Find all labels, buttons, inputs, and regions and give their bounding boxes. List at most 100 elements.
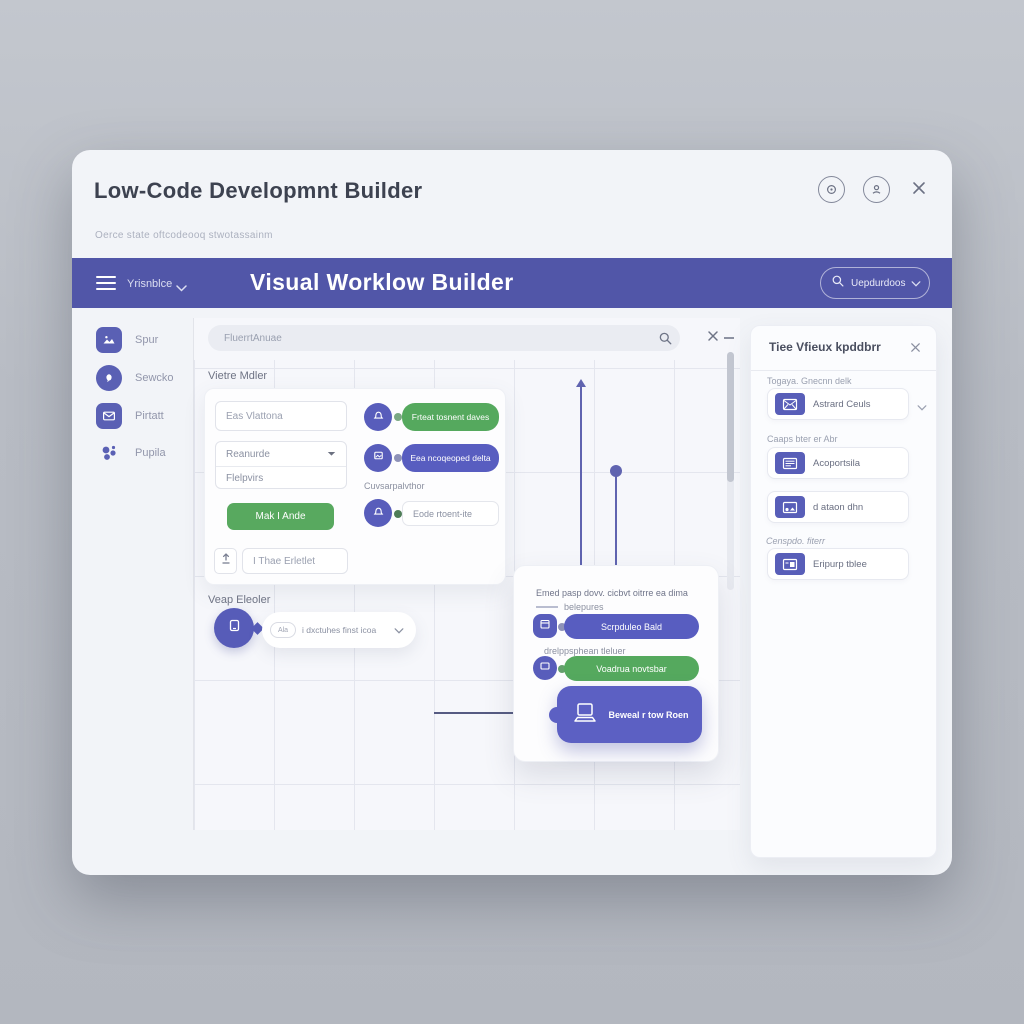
user-icon xyxy=(870,183,883,196)
primary-action-button[interactable]: Mak I Ande xyxy=(227,503,334,530)
panel-item-label: Eripurp tblee xyxy=(813,558,867,570)
scrollbar-thumb[interactable] xyxy=(727,352,734,482)
window-title: Low-Code Developmnt Builder xyxy=(94,178,423,203)
attach-button[interactable] xyxy=(214,548,237,574)
sidebar-item-pupila[interactable]: Pupila xyxy=(96,440,166,466)
page-title: Visual Worklow Builder xyxy=(250,269,514,295)
deploy-button[interactable]: Beweal r tow Roen xyxy=(549,686,702,743)
connector-notch xyxy=(549,707,565,723)
form-node-card: Eas Vlattona Reanurde Flelpvirs Mak I An… xyxy=(204,388,506,585)
dropdown-value: Reanurde xyxy=(226,448,270,460)
dash-icon xyxy=(536,606,558,608)
search-icon[interactable] xyxy=(658,331,673,351)
panel-group-label: Togaya. Gnecnn delk xyxy=(767,376,852,386)
connector-line-vertical xyxy=(610,465,622,567)
window-icon xyxy=(775,553,805,575)
close-window-button[interactable] xyxy=(910,179,930,199)
panel-item-label: d ataon dhn xyxy=(813,501,864,513)
node-group-label: Cuvsarpalvthor xyxy=(364,481,425,491)
node-pill-purple[interactable]: Scrpduleo Bald xyxy=(564,614,699,639)
node-pill-green[interactable]: Frteat tosnent daves xyxy=(402,403,499,431)
laptop-icon xyxy=(570,701,600,729)
panel-title: Tiee Vfieux kpddbrr xyxy=(769,340,881,354)
collapse-icon[interactable] xyxy=(724,337,734,339)
monitor-icon xyxy=(539,659,551,677)
header-search-label: Uepdurdoos xyxy=(851,277,906,289)
text-field[interactable]: Eas Vlattona xyxy=(215,401,347,431)
document-icon xyxy=(775,452,805,474)
window-subtitle: Oerce state oftcodeooq stwotassainm xyxy=(95,230,273,241)
node-pill-green[interactable]: Voadrua novtsbar xyxy=(564,656,699,681)
sidebar-item-label: Pirtatt xyxy=(135,410,164,422)
detail-node-card: Emed pasp dovv. cicbvt oitrre ea dima be… xyxy=(513,565,719,762)
node-note: drelppsphean tleluer xyxy=(544,646,626,656)
panel-item-astrard[interactable]: Astrard Ceuls xyxy=(767,388,909,420)
canvas-scrollbar[interactable] xyxy=(727,352,734,590)
sidebar-item-spur[interactable]: Spur xyxy=(96,327,158,353)
sidebar-item-label: Pupila xyxy=(135,447,166,459)
panel-item-dataon[interactable]: d ataon dhn xyxy=(767,491,909,523)
section-label: Vietre Mdler xyxy=(208,370,268,382)
chevron-down-icon xyxy=(394,621,404,639)
schedule-node[interactable] xyxy=(533,614,557,638)
workspace-menu[interactable]: Yrisnblce xyxy=(127,278,173,290)
bell-node[interactable] xyxy=(364,499,392,527)
panel-item-label: Astrard Ceuls xyxy=(813,398,871,410)
sidebar-item-label: Sewcko xyxy=(135,372,174,384)
connector-dot xyxy=(394,413,402,421)
connector-dot xyxy=(394,454,402,462)
image-icon xyxy=(372,449,385,467)
sidebar-item-sewcko[interactable]: Sewcko xyxy=(96,365,174,391)
selector-badge: Ala xyxy=(270,622,296,638)
chevron-down-icon xyxy=(911,274,921,292)
users-icon xyxy=(96,440,122,466)
chat-icon xyxy=(96,365,122,391)
chevron-down-icon xyxy=(327,449,336,460)
card-caption-secondary: belepures xyxy=(536,602,604,612)
panel-item-eripurp[interactable]: Eripurp tblee xyxy=(767,548,909,580)
workflow-canvas[interactable]: Vietre Mdler Eas Vlattona Reanurde Flelp… xyxy=(193,318,740,830)
panel-group-label: Censpdo. fiterr xyxy=(766,536,826,546)
inspector-panel: Tiee Vfieux kpddbrr Togaya. Gnecnn delk … xyxy=(750,325,937,858)
bell-node[interactable] xyxy=(364,403,392,431)
panel-item-acoportsila[interactable]: Acoportsila xyxy=(767,447,909,479)
panel-group-label: Caaps bter er Abr xyxy=(767,434,838,444)
device-node[interactable] xyxy=(214,608,254,648)
header-search[interactable]: Uepdurdoos xyxy=(820,267,930,299)
divider xyxy=(751,370,936,371)
device-icon xyxy=(226,617,243,639)
account-button[interactable] xyxy=(863,176,890,203)
connector-line-horizontal xyxy=(434,712,550,714)
close-panel-icon[interactable] xyxy=(909,341,922,359)
chevron-down-icon[interactable] xyxy=(176,279,187,297)
connector-dot xyxy=(558,665,566,673)
image-node[interactable] xyxy=(364,444,392,472)
attachment-field[interactable]: I Thae Erletlet xyxy=(242,548,348,574)
clear-search-icon[interactable] xyxy=(706,329,720,348)
chevron-down-icon[interactable] xyxy=(917,398,927,416)
mail-icon xyxy=(96,403,122,429)
dropdown-select[interactable]: Reanurde Flelpvirs xyxy=(215,441,347,489)
node-field[interactable]: Eode rtoent-ite xyxy=(402,501,499,526)
bell-icon xyxy=(372,408,385,426)
card-caption: Emed pasp dovv. cicbvt oitrre ea dima xyxy=(536,588,688,598)
upload-icon xyxy=(220,552,232,571)
connector-line-vertical xyxy=(576,379,586,567)
connector-dot xyxy=(394,510,402,518)
sidebar-item-label: Spur xyxy=(135,334,159,346)
section-label: Veap Eleoler xyxy=(208,594,271,606)
menu-icon[interactable] xyxy=(96,276,116,290)
app-header: Yrisnblce Visual Worklow Builder Uepdurd… xyxy=(72,258,952,308)
help-button[interactable] xyxy=(818,176,845,203)
close-icon xyxy=(910,182,928,201)
canvas-search-input[interactable] xyxy=(208,325,680,351)
sidebar-item-pirtatt[interactable]: Pirtatt xyxy=(96,403,164,429)
selector-value: i dxctuhes finst icoa xyxy=(302,625,377,635)
search-icon xyxy=(831,274,845,293)
node-pill-purple[interactable]: Eea ncoqeoped delta xyxy=(402,444,499,472)
monitor-node[interactable] xyxy=(533,656,557,680)
selector-dropdown[interactable]: Ala i dxctuhes finst icoa xyxy=(262,612,416,648)
mail-icon xyxy=(775,393,805,415)
dropdown-option[interactable]: Flelpvirs xyxy=(226,473,264,484)
